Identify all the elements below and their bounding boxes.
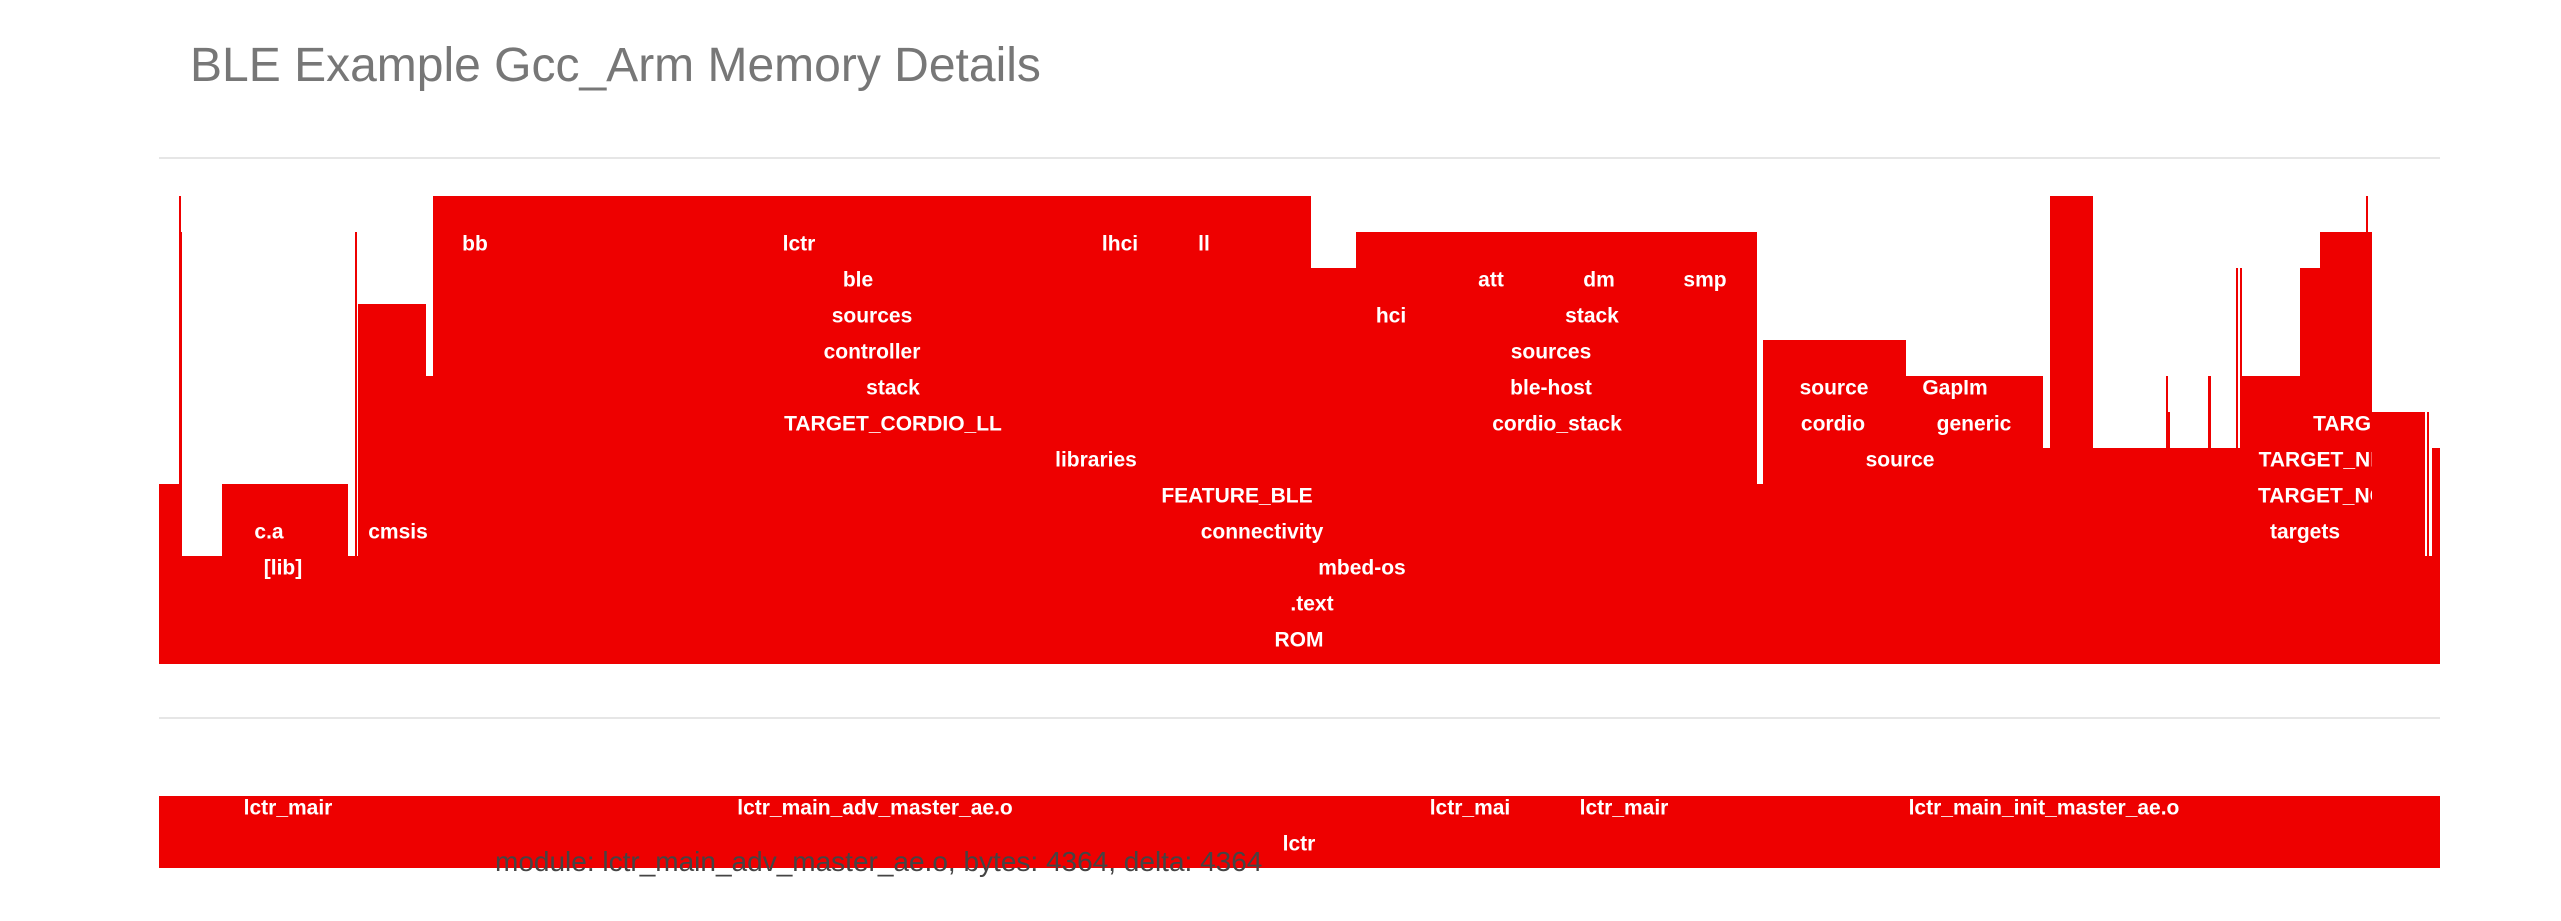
flame-sliver[interactable] bbox=[2168, 412, 2170, 664]
flame-block[interactable] bbox=[433, 196, 1311, 664]
page-title: BLE Example Gcc_Arm Memory Details bbox=[190, 39, 1041, 92]
flame-block[interactable] bbox=[2240, 376, 2252, 664]
flame-block[interactable] bbox=[2050, 196, 2093, 664]
flame-label: stack bbox=[866, 377, 920, 400]
flame-sliver[interactable] bbox=[2427, 412, 2429, 664]
divider bbox=[159, 717, 2440, 719]
flame-block[interactable] bbox=[1757, 484, 1763, 664]
flame-block[interactable] bbox=[2372, 412, 2425, 664]
flame-label: lctr_mair bbox=[1580, 797, 1669, 820]
flame-label: lctr bbox=[1283, 833, 1316, 856]
hover-tooltip: module: lctr_main_adv_master_ae.o, bytes… bbox=[495, 846, 1263, 877]
flame-label: .text bbox=[1290, 593, 1333, 616]
flame-block[interactable] bbox=[2320, 232, 2372, 664]
flame-label: sources bbox=[1511, 341, 1592, 364]
flame-label: source bbox=[1866, 449, 1935, 472]
flame-label: cordio bbox=[1801, 413, 1865, 436]
flame-block[interactable] bbox=[2432, 448, 2440, 664]
flame-block[interactable] bbox=[222, 484, 348, 664]
flame-label: ble-host bbox=[1510, 377, 1592, 400]
flame-label: GapIm bbox=[1922, 377, 1987, 400]
flame-label: ll bbox=[1198, 233, 1210, 256]
flame-label: TARGET_NO bbox=[2258, 485, 2386, 508]
flame-label: ble bbox=[843, 269, 873, 292]
flame-label: hci bbox=[1376, 305, 1406, 328]
flame-sliver[interactable] bbox=[2236, 268, 2238, 664]
flame-label: cordio_stack bbox=[1492, 413, 1622, 436]
flame-label: controller bbox=[824, 341, 921, 364]
flame-label: lctr_main_init_master_ae.o bbox=[1909, 797, 2180, 820]
flame-sliver[interactable] bbox=[180, 232, 182, 664]
flame-label: lctr_mai bbox=[1430, 797, 1511, 820]
flame-block[interactable] bbox=[2300, 268, 2320, 664]
flame-sliver[interactable] bbox=[355, 232, 357, 664]
flame-block[interactable] bbox=[2252, 376, 2300, 664]
flame-label: lhci bbox=[1102, 233, 1138, 256]
flame-label: cmsis bbox=[368, 521, 428, 544]
flame-label: lctr_main_adv_master_ae.o bbox=[737, 797, 1013, 820]
flame-block[interactable] bbox=[348, 556, 358, 664]
flame-label: connectivity bbox=[1201, 521, 1324, 544]
flame-label: TARGET_NR bbox=[2259, 449, 2386, 472]
flame-label: lctr bbox=[783, 233, 816, 256]
flame-label: FEATURE_BLE bbox=[1161, 485, 1312, 508]
flame-label: smp bbox=[1683, 269, 1726, 292]
flame-label: c.a bbox=[254, 521, 284, 544]
flame-label: att bbox=[1478, 269, 1504, 292]
flame-block[interactable] bbox=[2043, 448, 2050, 664]
flame-label: stack bbox=[1565, 305, 1619, 328]
flame-label: source bbox=[1800, 377, 1869, 400]
flame-sliver[interactable] bbox=[2208, 376, 2211, 664]
flame-label: sources bbox=[832, 305, 913, 328]
flame-label: mbed-os bbox=[1318, 557, 1406, 580]
flame-block[interactable] bbox=[159, 484, 182, 664]
flame-sliver[interactable] bbox=[2418, 484, 2420, 664]
flame-label: bb bbox=[462, 233, 488, 256]
divider bbox=[159, 157, 2440, 159]
flame-label: lctr_mair bbox=[244, 797, 333, 820]
flame-block[interactable] bbox=[1311, 268, 1356, 664]
flame-block[interactable] bbox=[1906, 376, 2043, 664]
flame-label: targets bbox=[2270, 521, 2340, 544]
flame-block[interactable] bbox=[1356, 232, 1757, 664]
flame-label: TARGET_CORDIO_LL bbox=[784, 413, 1002, 436]
flame-label: libraries bbox=[1055, 449, 1137, 472]
flame-block[interactable] bbox=[1763, 340, 1906, 664]
flame-label: [lib] bbox=[264, 557, 302, 580]
flame-sliver[interactable] bbox=[2366, 196, 2368, 664]
flame-label: TARGI bbox=[2313, 413, 2377, 436]
module-block[interactable] bbox=[159, 796, 2440, 868]
flame-sliver[interactable] bbox=[2240, 268, 2242, 664]
flame-sliver[interactable] bbox=[2406, 412, 2409, 664]
flame-block[interactable] bbox=[358, 304, 426, 664]
flame-block[interactable] bbox=[426, 376, 433, 664]
flame-sliver[interactable] bbox=[2166, 376, 2168, 664]
flame-block[interactable] bbox=[182, 556, 222, 664]
flame-label: generic bbox=[1937, 413, 2012, 436]
flame-label: ROM bbox=[1275, 629, 1324, 652]
flame-label: dm bbox=[1583, 269, 1615, 292]
